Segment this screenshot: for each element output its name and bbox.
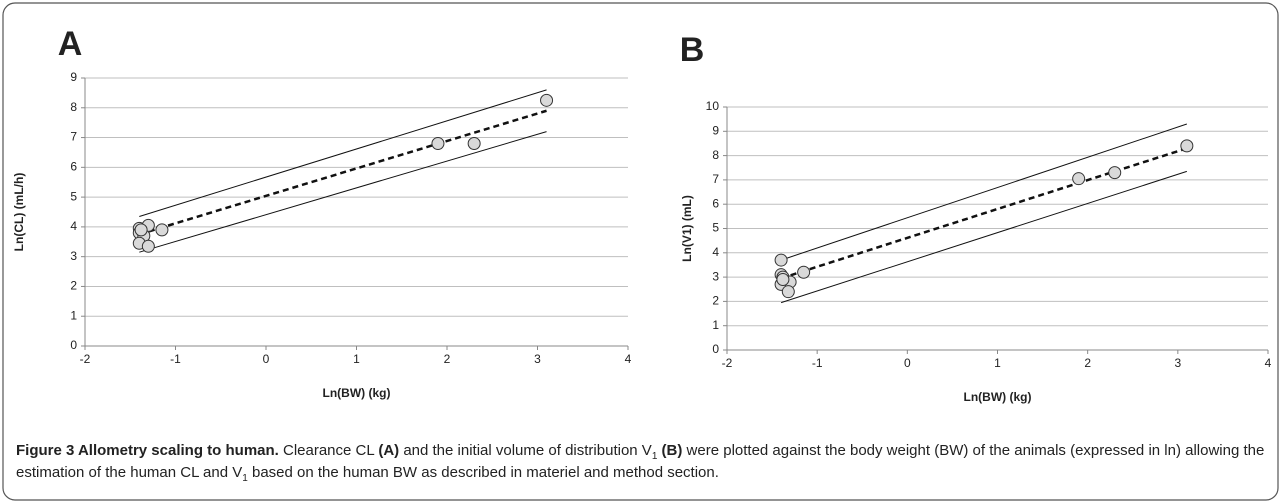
x-tick-label: -2 (722, 356, 733, 370)
y-axis-label: Ln(CL) (mL/h) (12, 173, 26, 252)
y-tick-label: 7 (70, 130, 77, 144)
caption: Figure 3 Allometry scaling to human. Cle… (16, 440, 1266, 484)
x-tick-label: 4 (1265, 356, 1272, 370)
y-tick-label: 0 (70, 338, 77, 352)
data-point (155, 223, 169, 237)
x-tick-label: 4 (625, 352, 632, 366)
y-tick-label: 3 (70, 249, 77, 263)
fit-line (780, 147, 1188, 280)
bound-line (780, 170, 1188, 304)
x-tick-label: 1 (353, 352, 360, 366)
y-tick-label: 1 (712, 318, 719, 332)
caption-text: Figure 3 Allometry scaling to human. (16, 442, 279, 459)
data-point (776, 273, 790, 287)
y-tick-label: 2 (70, 279, 77, 293)
y-tick-label: 5 (712, 221, 719, 235)
data-point (1108, 166, 1122, 180)
caption-text: were plotted against the body weight (BW… (16, 442, 1265, 481)
data-point (141, 239, 155, 253)
panel-label: A (58, 25, 83, 63)
data-point (1180, 139, 1194, 153)
panel-label: B (680, 31, 705, 69)
caption-subscript: 1 (651, 451, 658, 462)
caption-text: based on the human BW as described in ma… (247, 464, 719, 481)
y-tick-label: 9 (70, 70, 77, 84)
x-tick-label: -1 (170, 352, 181, 366)
y-tick-label: 8 (70, 100, 77, 114)
data-point (467, 137, 481, 151)
y-axis-label: Ln(V1) (mL) (680, 195, 694, 262)
data-point (431, 137, 445, 151)
y-tick-label: 5 (70, 189, 77, 203)
data-point (1072, 172, 1086, 186)
data-point (774, 253, 788, 267)
x-tick-label: -2 (80, 352, 91, 366)
y-tick-label: 7 (712, 172, 719, 186)
y-tick-label: 6 (712, 196, 719, 210)
x-tick-label: 1 (994, 356, 1001, 370)
bound-line (139, 89, 547, 217)
y-tick-label: 1 (70, 308, 77, 322)
x-tick-label: 0 (263, 352, 270, 366)
x-tick-label: 3 (1174, 356, 1181, 370)
caption-text: and the initial volume of distribution V (399, 442, 652, 459)
y-tick-label: 10 (706, 99, 720, 113)
y-tick-label: 0 (712, 342, 719, 356)
data-point (797, 265, 811, 279)
bound-line (139, 131, 547, 253)
caption-subscript: 1 (242, 473, 248, 484)
caption-text: (A) (378, 442, 400, 459)
x-axis-label: Ln(BW) (kg) (323, 386, 391, 400)
x-tick-label: 2 (444, 352, 451, 366)
x-tick-label: 3 (534, 352, 541, 366)
bound-line (780, 123, 1188, 261)
data-point (781, 285, 795, 299)
x-tick-label: -1 (812, 356, 823, 370)
y-tick-label: 4 (712, 245, 719, 259)
x-tick-label: 0 (904, 356, 911, 370)
y-tick-label: 3 (712, 269, 719, 283)
y-tick-label: 6 (70, 160, 77, 174)
y-tick-label: 8 (712, 148, 719, 162)
y-tick-label: 2 (712, 294, 719, 308)
y-tick-label: 4 (70, 219, 77, 233)
y-tick-label: 9 (712, 123, 719, 137)
fit-line (138, 109, 547, 236)
x-axis-label: Ln(BW) (kg) (964, 390, 1032, 404)
caption-text: (B) (661, 442, 683, 459)
x-tick-label: 2 (1084, 356, 1091, 370)
data-point (540, 93, 554, 107)
data-point (134, 223, 148, 237)
caption-text: Clearance CL (278, 442, 379, 459)
